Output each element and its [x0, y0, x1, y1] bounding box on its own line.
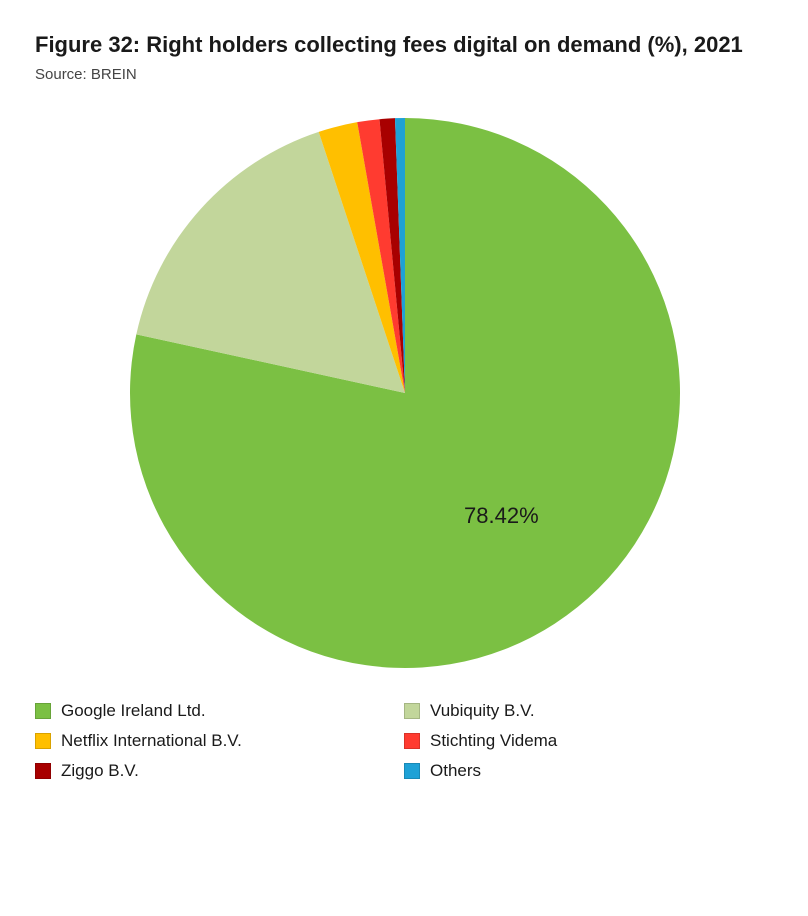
legend-label: Stichting Videma — [430, 731, 557, 751]
chart-title: Figure 32: Right holders collecting fees… — [35, 30, 773, 60]
legend: Google Ireland Ltd. Netflix International… — [35, 701, 773, 781]
legend-label: Others — [430, 761, 481, 781]
legend-item: Google Ireland Ltd. — [35, 701, 404, 721]
legend-swatch — [35, 763, 51, 779]
legend-swatch — [404, 733, 420, 749]
chart-container: Figure 32: Right holders collecting fees… — [0, 0, 808, 916]
legend-item: Vubiquity B.V. — [404, 701, 773, 721]
slice-label: 78.42% — [464, 503, 539, 529]
legend-column: Vubiquity B.V. Stichting Videma Others — [404, 701, 773, 781]
legend-column: Google Ireland Ltd. Netflix International… — [35, 701, 404, 781]
chart-subtitle: Source: BREIN — [35, 66, 773, 83]
legend-item: Netflix International B.V. — [35, 731, 404, 751]
legend-item: Others — [404, 761, 773, 781]
pie-chart — [35, 103, 775, 683]
legend-swatch — [404, 763, 420, 779]
legend-swatch — [35, 703, 51, 719]
legend-label: Netflix International B.V. — [61, 731, 242, 751]
pie-area: 78.42% — [35, 103, 773, 683]
legend-label: Vubiquity B.V. — [430, 701, 535, 721]
legend-item: Ziggo B.V. — [35, 761, 404, 781]
legend-label: Google Ireland Ltd. — [61, 701, 206, 721]
legend-swatch — [35, 733, 51, 749]
legend-item: Stichting Videma — [404, 731, 773, 751]
legend-swatch — [404, 703, 420, 719]
legend-label: Ziggo B.V. — [61, 761, 139, 781]
